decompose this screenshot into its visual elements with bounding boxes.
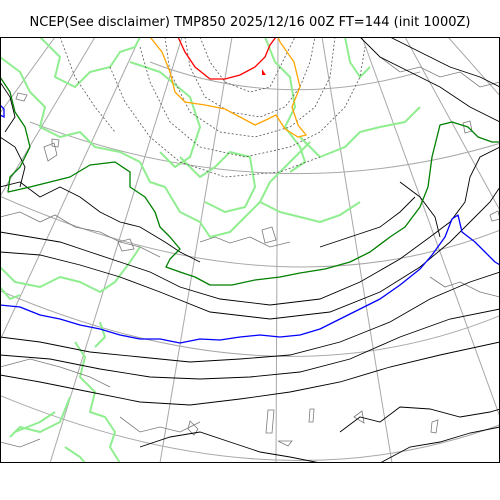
terrain-outline: [344, 37, 371, 78]
dashed-isotherms: [59, 37, 366, 178]
isotherm-line: [339, 406, 500, 433]
terrain-outline: [264, 37, 306, 173]
coastline: [429, 276, 500, 298]
island-outline: [15, 92, 28, 102]
isotherm-line: [399, 181, 441, 238]
isotherm-line: [359, 37, 500, 123]
terrain-outline: [0, 286, 21, 300]
isotherm-line: [0, 308, 500, 380]
isotherm-line: [429, 146, 500, 238]
coastline: [0, 211, 161, 258]
parallel-line: [29, 121, 500, 174]
terrain-outline: [39, 37, 141, 88]
coastline: [379, 56, 500, 88]
meridian-line: [49, 37, 183, 463]
isotherm-line: [0, 231, 431, 306]
isotherm-line: [0, 341, 500, 406]
isotherm-line: [0, 271, 500, 363]
meridian-line: [275, 37, 279, 463]
island-outline: [489, 210, 500, 222]
isotherm-line: [319, 196, 416, 248]
coastlines: [0, 56, 500, 448]
meridian-line: [159, 37, 233, 463]
meridian-line: [0, 37, 96, 198]
isotherm-line: [0, 181, 201, 263]
isotherm-dashed: [199, 37, 296, 93]
terrain-outline: [14, 411, 56, 433]
map-canvas: [0, 37, 500, 463]
island-outline: [308, 408, 315, 423]
island-outline: [43, 142, 58, 162]
island-outline: [51, 138, 60, 148]
island-outline: [353, 410, 365, 424]
terrain-outline: [299, 106, 421, 158]
meridian-line: [0, 37, 141, 342]
terrain-outline: [64, 446, 86, 463]
isotherm-line: [0, 136, 26, 188]
island-outline: [117, 238, 135, 252]
island-outline: [261, 226, 277, 244]
coastline: [199, 236, 291, 248]
coastline: [119, 416, 201, 433]
isotherm-line: [139, 431, 321, 463]
isotherm-line: [379, 426, 500, 463]
terrain-outline: [74, 341, 121, 463]
terrain-outline: [129, 61, 201, 168]
isotherm-dashed: [139, 46, 366, 158]
parallel-line: [0, 195, 500, 268]
meridian-line: [404, 37, 500, 212]
isotherm-dashed: [184, 37, 316, 118]
isotherm-green: [0, 76, 500, 286]
meridian-line: [0, 37, 56, 115]
coastline: [0, 438, 41, 448]
island-outline: [187, 420, 199, 436]
isotherm-orange: [149, 37, 308, 138]
terrain-outline: [0, 246, 141, 293]
coastline: [0, 358, 111, 388]
meridian-line: [361, 37, 500, 418]
solid-isotherms: [0, 37, 500, 463]
parallel-line: [149, 61, 421, 91]
terrain-outline: [259, 201, 361, 223]
terrain-outline: [94, 321, 106, 348]
terrain-outline: [0, 56, 311, 238]
map-frame: [0, 37, 500, 463]
island-outline: [277, 440, 293, 447]
graticule: [0, 37, 500, 463]
island-outline: [265, 409, 275, 434]
isotherm-blue: [0, 214, 500, 344]
isotherm-line: [389, 37, 500, 88]
figure-title: NCEP(See disclaimer) TMP850 2025/12/16 0…: [29, 15, 471, 30]
terrain-outline: [179, 151, 256, 213]
isotherm-dashed: [109, 66, 321, 178]
isotherm-line: [0, 186, 500, 320]
isotherm-blue-fragment: [0, 104, 5, 119]
parallel-line: [0, 290, 500, 357]
map-panel: [0, 37, 500, 463]
isotherm-dashed: [59, 37, 116, 133]
island-outline: [430, 419, 439, 434]
isotherm-red: [177, 37, 277, 80]
isotherm-red-closed: [262, 69, 266, 75]
meridian-line: [447, 37, 500, 97]
isotherm-line: [0, 81, 16, 133]
meridian-line: [321, 37, 393, 463]
